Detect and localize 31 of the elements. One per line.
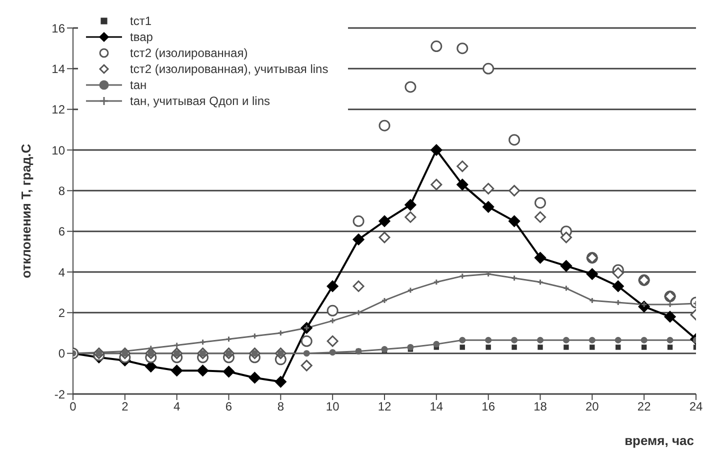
y-axis-title: отклонения T, град.С	[18, 143, 34, 278]
legend-label: tан, учитывая Qдоп и lins	[130, 94, 270, 108]
x-tick-label: 4	[173, 400, 180, 414]
legend-label: tвар	[130, 30, 153, 44]
x-tick-label: 6	[225, 400, 232, 414]
x-tick-label: 22	[637, 400, 652, 414]
y-tick-label: 4	[58, 265, 66, 280]
legend-label: tст1	[130, 14, 152, 28]
x-tick-label: 24	[689, 400, 703, 414]
x-tick-label: 10	[326, 400, 340, 414]
x-tick-label: 2	[122, 400, 129, 414]
y-tick-label: 2	[58, 306, 66, 320]
x-tick-label: 8	[277, 400, 284, 414]
legend-label: tст2 (изолированная), учитывая lins	[130, 62, 328, 76]
y-tick-label: 0	[58, 346, 66, 361]
x-tick-label: 14	[430, 400, 444, 414]
x-tick-label: 16	[482, 400, 496, 414]
legend-label: tан	[130, 78, 147, 92]
x-tick-label: 18	[534, 400, 548, 414]
y-tick-label: 16	[52, 21, 66, 36]
legend-label: tст2 (изолированная)	[130, 46, 248, 60]
y-tick-label: 8	[58, 184, 66, 198]
x-tick-label: 0	[70, 400, 77, 414]
x-tick-label: 12	[378, 400, 392, 414]
y-tick-label: 12	[52, 102, 66, 117]
y-tick-label: -2	[54, 387, 66, 402]
x-axis-title: время, час	[624, 433, 694, 448]
y-tick-label: 14	[52, 62, 66, 76]
x-tick-label: 20	[585, 400, 600, 414]
y-tick-label: 6	[58, 224, 66, 239]
y-tick-label: 10	[52, 143, 66, 158]
